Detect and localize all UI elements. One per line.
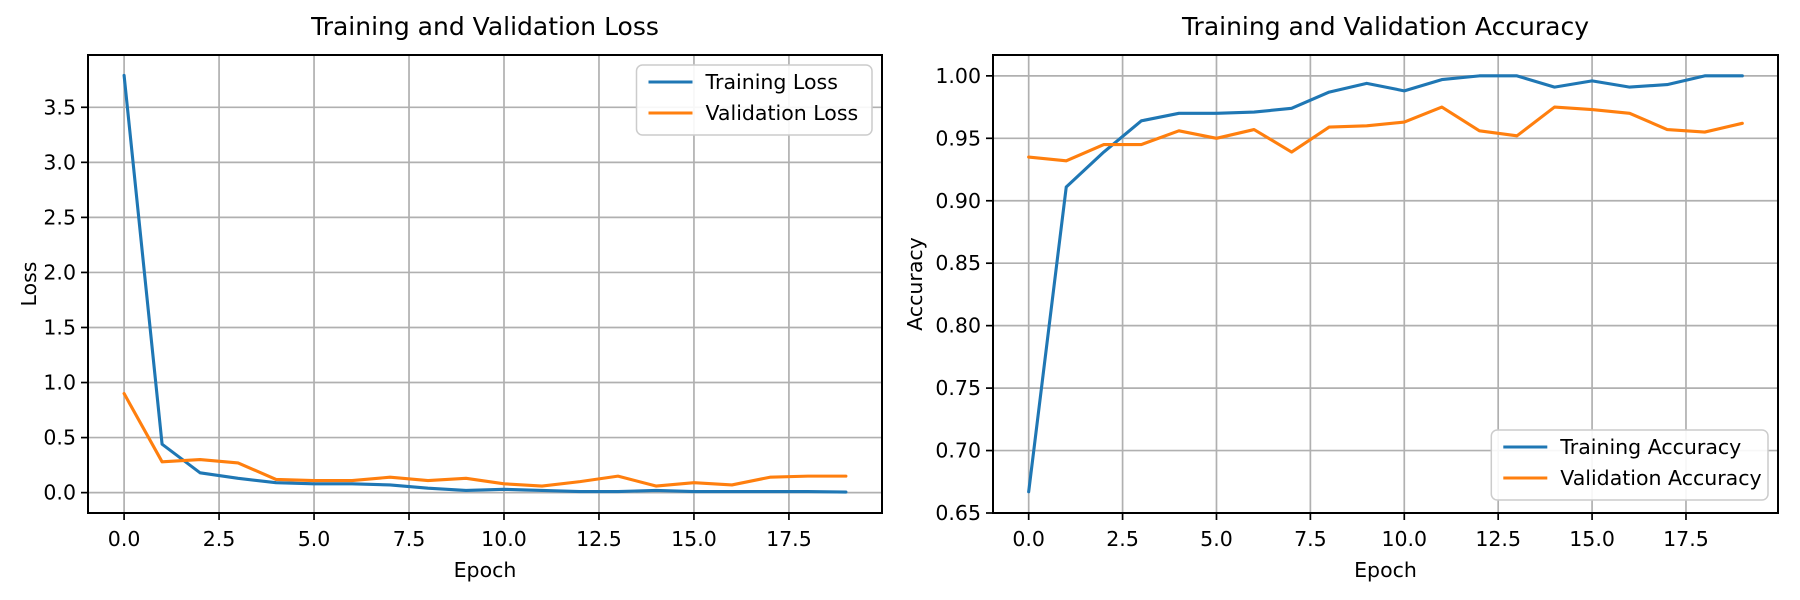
legend-label: Training Loss <box>705 70 838 94</box>
y-tick-label: 0.90 <box>935 189 981 213</box>
x-tick-label: 12.5 <box>1475 527 1521 551</box>
y-tick-label: 0.5 <box>43 426 76 450</box>
series-line-training-loss <box>122 73 848 494</box>
accuracy-subplot: 0.0 2.5 5.0 7.5 10.0 12.5 15.0 17.5 0.65 0.70 0.75… <box>900 0 1800 600</box>
x-tick-label: 7.5 <box>393 527 426 551</box>
y-axis-label: Loss <box>17 262 41 307</box>
y-tick-label: 3.0 <box>43 150 76 174</box>
x-tick-label: 15.0 <box>1569 527 1615 551</box>
y-tick-label: 2.5 <box>43 205 76 229</box>
legend: Training Accuracy Validation Accuracy <box>1490 429 1769 501</box>
x-axis-label: Epoch <box>454 558 517 582</box>
x-tick-label: 12.5 <box>576 527 622 551</box>
x-tick-label: 10.0 <box>481 527 527 551</box>
legend-label: Validation Loss <box>706 101 859 125</box>
legend: Training Loss Validation Loss <box>635 64 873 136</box>
x-tick-label: 17.5 <box>1663 527 1709 551</box>
x-tick-label: 0.0 <box>1012 527 1045 551</box>
legend-label: Validation Accuracy <box>1560 466 1761 490</box>
series-line-training-accuracy <box>1027 74 1744 494</box>
x-tick-label: 10.0 <box>1381 527 1427 551</box>
y-tick-label: 0.75 <box>935 376 981 400</box>
axes-frame <box>992 54 1779 514</box>
y-tick-label: 1.00 <box>935 64 981 88</box>
legend-box <box>1490 429 1769 501</box>
x-tick-label: 17.5 <box>766 527 812 551</box>
y-tick-label: 0.70 <box>935 439 981 463</box>
x-tick-label: 7.5 <box>1294 527 1327 551</box>
legend-box <box>635 64 873 136</box>
y-tick-label: 3.5 <box>43 95 76 119</box>
y-tick-label: 1.5 <box>43 315 76 339</box>
x-tick-label: 5.0 <box>1200 527 1233 551</box>
y-tick-label: 0.85 <box>935 251 981 275</box>
loss-subplot: 0.0 2.5 5.0 7.5 10.0 12.5 15.0 17.5 0.0 0.5 1.0 1.5… <box>17 12 883 582</box>
x-tick-label: 15.0 <box>671 527 717 551</box>
x-tick-label: 0.0 <box>108 527 141 551</box>
series-line-validation-accuracy <box>1027 105 1744 163</box>
loss-chart: 0.0 2.5 5.0 7.5 10.0 12.5 15.0 17.5 0.0 0.5 1.0 1.5… <box>17 12 883 582</box>
y-tick-label: 0.95 <box>935 126 981 150</box>
y-tick-label: 0.0 <box>43 481 76 505</box>
x-tick-label: 2.5 <box>1106 527 1139 551</box>
x-axis-label: Epoch <box>1354 558 1417 582</box>
y-axis-label: Accuracy <box>903 237 927 331</box>
y-tick-label: 0.65 <box>935 501 981 525</box>
x-tick-label: 5.0 <box>298 527 331 551</box>
chart-title: Training and Validation Loss <box>310 12 659 41</box>
series-line-validation-loss <box>122 391 848 488</box>
y-tick-label: 0.80 <box>935 314 981 338</box>
y-tick-label: 2.0 <box>43 260 76 284</box>
chart-title: Training and Validation Accuracy <box>1181 12 1589 41</box>
x-tick-label: 2.5 <box>203 527 236 551</box>
plot-background <box>900 0 1800 600</box>
accuracy-chart: 0.0 2.5 5.0 7.5 10.0 12.5 15.0 17.5 0.65 0.70 0.75… <box>900 0 1800 600</box>
axes-frame <box>87 54 883 514</box>
y-tick-label: 1.0 <box>43 371 76 395</box>
legend-label: Training Accuracy <box>1559 435 1741 459</box>
